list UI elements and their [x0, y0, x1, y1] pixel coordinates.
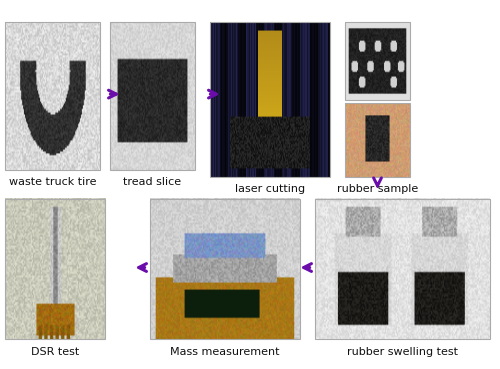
Bar	[5, 22, 100, 170]
Bar	[345, 103, 410, 177]
Bar	[150, 199, 300, 339]
Bar	[110, 22, 195, 170]
Text: rubber sample: rubber sample	[337, 184, 418, 194]
Text: DSR test: DSR test	[31, 347, 79, 357]
Bar	[345, 22, 410, 100]
Bar	[5, 199, 105, 339]
Text: tread slice: tread slice	[124, 177, 182, 187]
Bar	[315, 199, 490, 339]
Text: laser cutting: laser cutting	[235, 184, 305, 194]
Text: rubber swelling test: rubber swelling test	[347, 347, 458, 357]
Text: waste truck tire: waste truck tire	[9, 177, 96, 187]
Bar	[210, 22, 330, 177]
Text: Mass measurement: Mass measurement	[170, 347, 280, 357]
